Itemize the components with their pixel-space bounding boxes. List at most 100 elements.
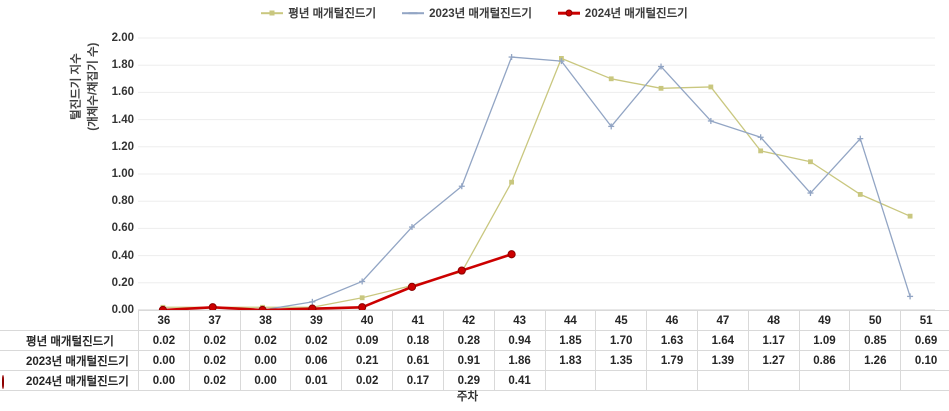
table-cell-value: 1.39: [696, 350, 749, 371]
marker-square-icon: [269, 10, 275, 16]
week-column-header: 49: [798, 310, 851, 331]
series-swatch: [2, 356, 22, 366]
data-point-marker: [758, 148, 764, 154]
week-column-header: 50: [849, 310, 902, 331]
table-cell-value: 0.69: [900, 330, 949, 351]
table-cell-value: 1.86: [493, 350, 546, 371]
data-point-marker: [308, 304, 317, 310]
legend-item-label: 2024년 매개털진드기: [584, 8, 688, 20]
data-point-marker: [907, 293, 914, 300]
legend-item[interactable]: 2023년 매개털진드기: [402, 5, 532, 21]
week-column-header: 42: [442, 310, 495, 331]
table-cell-value: 1.63: [646, 330, 698, 351]
data-point-marker: [458, 183, 465, 190]
marker-plus-icon: [408, 12, 418, 14]
table-cell-value: 1.70: [595, 330, 648, 351]
table-cell-value: 0.28: [442, 330, 495, 351]
week-column-header: 37: [188, 310, 241, 331]
table-cell-value: 0.94: [493, 330, 546, 351]
data-point-marker: [407, 282, 417, 291]
table-row: 2024년 매개털진드기 0.00 0.02 0.00 0.01 0.02 0.17 0.29…: [0, 370, 949, 391]
data-point-marker: [658, 85, 664, 91]
week-column-header: 41: [392, 310, 444, 331]
data-point-marker: [457, 266, 466, 275]
legend-item[interactable]: 2024년 매개털진드기: [557, 5, 688, 21]
data-point-marker: [707, 117, 714, 124]
table-header-row: 36 37 38 39 40 41 42 43 44 45 46 47 48 49 50 51: [0, 310, 949, 331]
table-cell-value: 0.21: [341, 350, 394, 371]
table-cell-value: 0.09: [341, 330, 394, 351]
table-cell-value: 0.86: [798, 350, 851, 371]
table-cell-value: 0.17: [392, 370, 444, 391]
data-point-marker: [808, 159, 813, 165]
table-cell-value: 1.27: [747, 350, 800, 371]
table-cell-value: 1.83: [544, 350, 597, 371]
week-column-header: 47: [696, 310, 749, 331]
y-axis-tick-label: 1.40: [111, 113, 134, 126]
series-line: [162, 56, 911, 310]
table-cell-value: 1.79: [646, 350, 698, 371]
table-row: 평년 매개털진드기 0.02 0.02 0.02 0.02 0.09 0.18 0.28 0.9…: [0, 330, 949, 351]
week-column-header: 44: [544, 310, 597, 331]
data-point-marker: [509, 179, 514, 185]
chart-legend: 평년 매개털진드기 2023년 매개털진드기 2024년 매개털진드기: [0, 3, 949, 23]
week-column-header: 36: [138, 310, 190, 331]
table-row-label: 2023년 매개털진드기: [26, 355, 129, 368]
data-point-marker: [708, 84, 714, 90]
table-cell-value: 0.06: [290, 350, 343, 371]
y-axis-title-line1: 털진드기 지수: [70, 53, 83, 121]
chart-area: 털진드기 지수 (개체수/채집기 수) 2.00 1.80 1.60 1.40 1.20…: [0, 20, 949, 316]
table-row-header: 2023년 매개털진드기: [0, 350, 139, 371]
table-cell-value: 0.00: [138, 350, 190, 371]
week-column-header: 40: [341, 310, 394, 331]
table-corner-cell: [0, 311, 139, 331]
table-cell-value: 0.02: [341, 370, 394, 391]
data-point-marker: [507, 250, 516, 259]
y-axis-tick-label: 0.00: [111, 304, 134, 316]
series-swatch: [557, 8, 580, 18]
table-cell-empty: [900, 370, 949, 391]
y-axis-tick-label: 1.00: [111, 168, 134, 180]
data-point-marker: [608, 76, 614, 82]
week-column-header: 43: [493, 310, 546, 331]
series-line: [161, 252, 513, 310]
y-axis-tick-label: 1.60: [111, 86, 134, 99]
data-point-marker: [359, 295, 365, 301]
table-cell-value: 0.02: [239, 330, 292, 351]
table-cell-value: 0.02: [188, 330, 241, 351]
row-header-inner: 2023년 매개털진드기: [2, 353, 138, 369]
week-column-header: 46: [646, 310, 698, 331]
table-cell-value: 0.00: [239, 370, 292, 391]
week-column-header: 45: [595, 310, 648, 331]
data-point-marker: [807, 190, 814, 197]
data-point-marker: [309, 298, 316, 305]
data-point-marker: [757, 134, 764, 141]
data-table-wrapper: 36 37 38 39 40 41 42 43 44 45 46 47 48 49 50 51 평년 매개털진드…: [0, 310, 949, 391]
data-point-marker: [608, 123, 615, 130]
table-row: 2023년 매개털진드기 0.00 0.02 0.00 0.06 0.21 0.61 0.91…: [0, 350, 949, 371]
y-axis-tick-label: 0.40: [111, 249, 134, 262]
table-cell-value: 0.61: [392, 350, 444, 371]
plot-svg: [138, 37, 935, 310]
legend-item[interactable]: 평년 매개털진드기: [261, 5, 376, 21]
week-column-header: 38: [239, 310, 292, 331]
series-swatch: [2, 374, 22, 389]
row-header-inner: 평년 매개털진드기: [2, 333, 138, 349]
table-cell-value: 1.26: [849, 350, 902, 371]
table-cell-value: 0.91: [442, 350, 495, 371]
table-cell-value: 0.00: [138, 370, 190, 391]
table-cell-value: 0.00: [239, 350, 292, 371]
table-cell-value: 0.02: [290, 330, 343, 351]
series-swatch: [402, 8, 425, 18]
data-point-marker: [558, 58, 565, 65]
data-point-marker: [658, 63, 665, 70]
data-point-marker: [359, 278, 366, 285]
data-point-marker: [857, 135, 864, 142]
plot-lines: [138, 20, 935, 310]
table-row-header: 평년 매개털진드기: [0, 330, 139, 351]
series-swatch: [261, 8, 284, 18]
table-cell-value: 1.64: [696, 330, 749, 351]
table-row-header: 2024년 매개털진드기: [0, 370, 139, 391]
y-axis-ticks: 2.00 1.80 1.60 1.40 1.20 1.00 0.80 0.60 0.40 0.20…: [88, 20, 134, 316]
row-header-inner: 2024년 매개털진드기: [2, 373, 138, 389]
